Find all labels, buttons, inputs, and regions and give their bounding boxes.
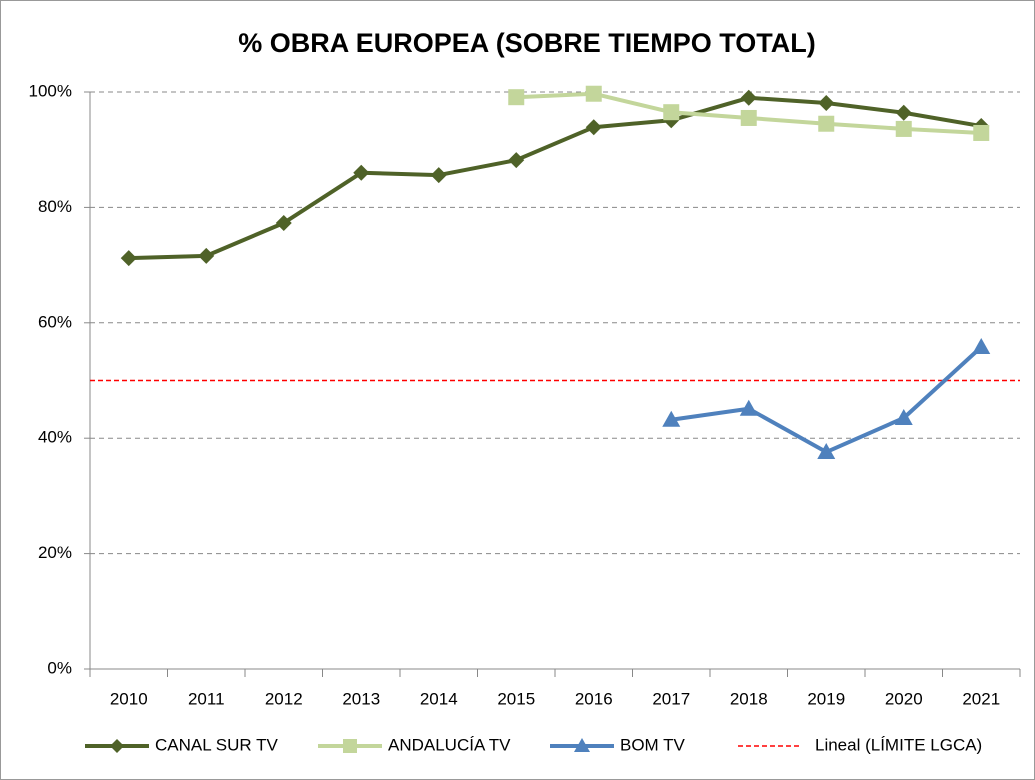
legend-label: CANAL SUR TV [155,735,278,754]
chart-title: % OBRA EUROPEA (SOBRE TIEMPO TOTAL) [238,28,816,58]
marker [198,247,215,264]
marker [275,214,292,231]
x-tick-label: 2019 [807,689,845,708]
marker [585,119,602,136]
marker [740,89,757,106]
x-tick-label: 2015 [497,689,535,708]
legend-label: BOM TV [620,735,686,754]
x-tick-label: 2017 [652,689,690,708]
y-tick-label: 20% [38,543,72,562]
y-tick-label: 0% [47,658,72,677]
marker [353,164,370,181]
marker [818,94,835,111]
x-tick-label: 2014 [420,689,458,708]
x-tick-label: 2012 [265,689,303,708]
marker [895,104,912,121]
x-tick-label: 2010 [110,689,148,708]
y-tick-label: 60% [38,312,72,331]
y-tick-label: 40% [38,428,72,447]
x-tick-label: 2020 [885,689,923,708]
marker [120,250,137,267]
legend-marker [574,738,590,752]
marker [972,338,991,355]
marker [663,104,680,121]
marker [740,109,757,126]
legend-label: ANDALUCÍA TV [388,735,511,754]
marker [508,152,525,169]
x-tick-label: 2011 [188,689,225,708]
marker [739,399,758,416]
x-tick-label: 2016 [575,689,613,708]
marker [818,115,835,132]
legend-label: Lineal (LÍMITE LGCA) [815,735,982,754]
series-line [128,95,982,261]
legend-marker [110,739,124,753]
x-tick-label: 2018 [730,689,768,708]
marker [430,167,447,184]
marker [508,89,525,106]
x-tick-label: 2021 [962,689,1000,708]
marker [894,409,913,426]
legend-marker [343,739,357,753]
marker [973,124,990,141]
marker [585,85,602,102]
x-tick-label: 2013 [342,689,380,708]
marker [895,120,912,137]
y-tick-label: 80% [38,197,72,216]
y-tick-label: 100% [29,81,72,100]
marker [662,410,681,427]
marker [817,443,836,460]
